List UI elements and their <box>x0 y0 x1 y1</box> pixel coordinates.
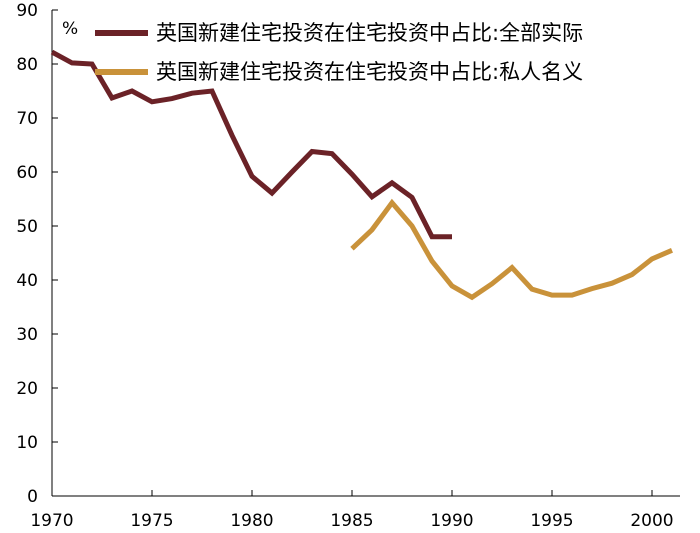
y-tick-label: 0 <box>27 487 38 507</box>
x-tick-label: 1990 <box>430 511 473 531</box>
y-tick-label: 90 <box>16 1 38 21</box>
series-line-1 <box>350 198 673 301</box>
legend: 英国新建住宅投资在住宅投资中占比:全部实际 英国新建住宅投资在住宅投资中占比:私… <box>95 21 583 84</box>
y-unit-label: % <box>62 19 78 39</box>
legend-label-1: 英国新建住宅投资在住宅投资中占比:私人名义 <box>156 60 583 84</box>
x-tick-label: 1975 <box>130 511 173 531</box>
x-tick-label: 1980 <box>230 511 273 531</box>
y-tick-label: 50 <box>16 217 38 237</box>
y-tick-labels: 0 10 20 30 40 50 60 70 80 90 <box>16 1 58 507</box>
y-tick-label: 40 <box>16 271 38 291</box>
legend-label-0: 英国新建住宅投资在住宅投资中占比:全部实际 <box>156 21 583 45</box>
series-line-0 <box>50 49 452 240</box>
x-tick-labels: 1970 1975 1980 1985 1990 1995 2000 <box>30 490 674 531</box>
y-tick-label: 10 <box>16 433 38 453</box>
series-lines <box>50 49 673 301</box>
x-tick-label: 2000 <box>630 511 673 531</box>
y-tick-label: 70 <box>16 109 38 129</box>
y-tick-label: 80 <box>16 55 38 75</box>
y-tick-label: 20 <box>16 379 38 399</box>
y-tick-label: 60 <box>16 163 38 183</box>
x-tick-label: 1970 <box>30 511 73 531</box>
y-tick-label: 30 <box>16 325 38 345</box>
x-tick-label: 1985 <box>330 511 373 531</box>
x-tick-label: 1995 <box>530 511 573 531</box>
